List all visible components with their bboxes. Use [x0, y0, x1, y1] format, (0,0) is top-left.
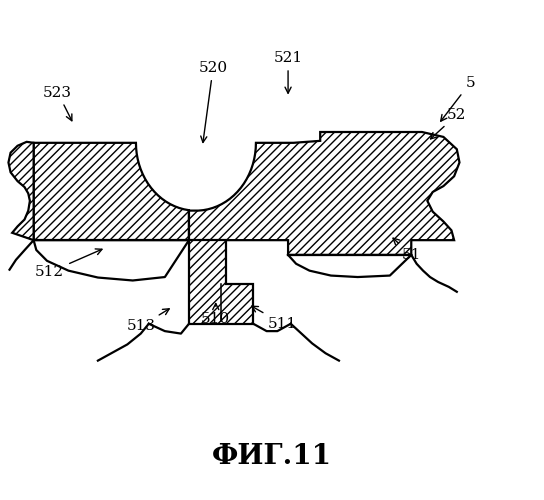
- Text: 512: 512: [35, 249, 102, 279]
- Text: 5: 5: [441, 76, 475, 121]
- Polygon shape: [189, 240, 254, 324]
- Polygon shape: [189, 132, 460, 255]
- Text: 51: 51: [393, 238, 421, 262]
- Polygon shape: [9, 142, 34, 240]
- Text: 511: 511: [252, 306, 297, 331]
- Text: 520: 520: [199, 61, 227, 142]
- Polygon shape: [34, 143, 189, 240]
- Text: 52: 52: [430, 108, 467, 139]
- Text: 513: 513: [126, 309, 169, 333]
- Text: 510: 510: [201, 304, 230, 326]
- Text: 523: 523: [43, 86, 72, 121]
- Text: ФИГ.11: ФИГ.11: [212, 443, 332, 470]
- Text: 521: 521: [274, 51, 302, 94]
